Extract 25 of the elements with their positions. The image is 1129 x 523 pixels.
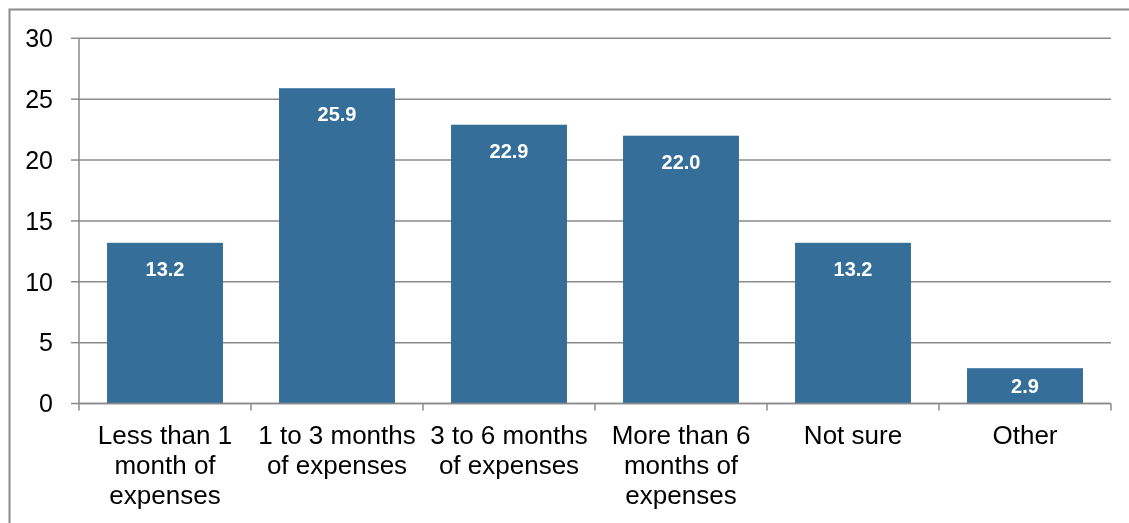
x-tick-label: Less than 1 month of expenses xyxy=(97,420,233,510)
data-label: 25.9 xyxy=(317,103,357,126)
bar xyxy=(967,368,1083,404)
bar xyxy=(451,124,567,404)
x-tick-label: More than 6 months of expenses xyxy=(611,420,751,510)
y-tick-label: 5 xyxy=(39,328,53,357)
y-tick-label: 20 xyxy=(25,145,53,174)
x-tick-label: 1 to 3 months of expenses xyxy=(258,420,416,480)
y-tick-label: 0 xyxy=(39,389,53,418)
bar xyxy=(795,242,911,404)
bar xyxy=(623,135,739,404)
data-label: 13.2 xyxy=(145,257,185,280)
data-label: 22.9 xyxy=(489,139,529,162)
y-tick-label: 15 xyxy=(25,206,53,235)
y-tick-label: 25 xyxy=(25,84,53,113)
x-tick-label: 3 to 6 months of expenses xyxy=(430,420,588,480)
x-tick-label: Not sure xyxy=(803,420,903,450)
data-label: 2.9 xyxy=(1011,374,1039,397)
data-label: 13.2 xyxy=(833,257,873,280)
data-label: 22.0 xyxy=(661,150,701,173)
bar xyxy=(279,88,395,404)
y-tick-label: 10 xyxy=(25,267,53,296)
x-tick-label: Other xyxy=(992,420,1058,450)
bar xyxy=(107,242,223,404)
y-tick-label: 30 xyxy=(25,24,53,53)
